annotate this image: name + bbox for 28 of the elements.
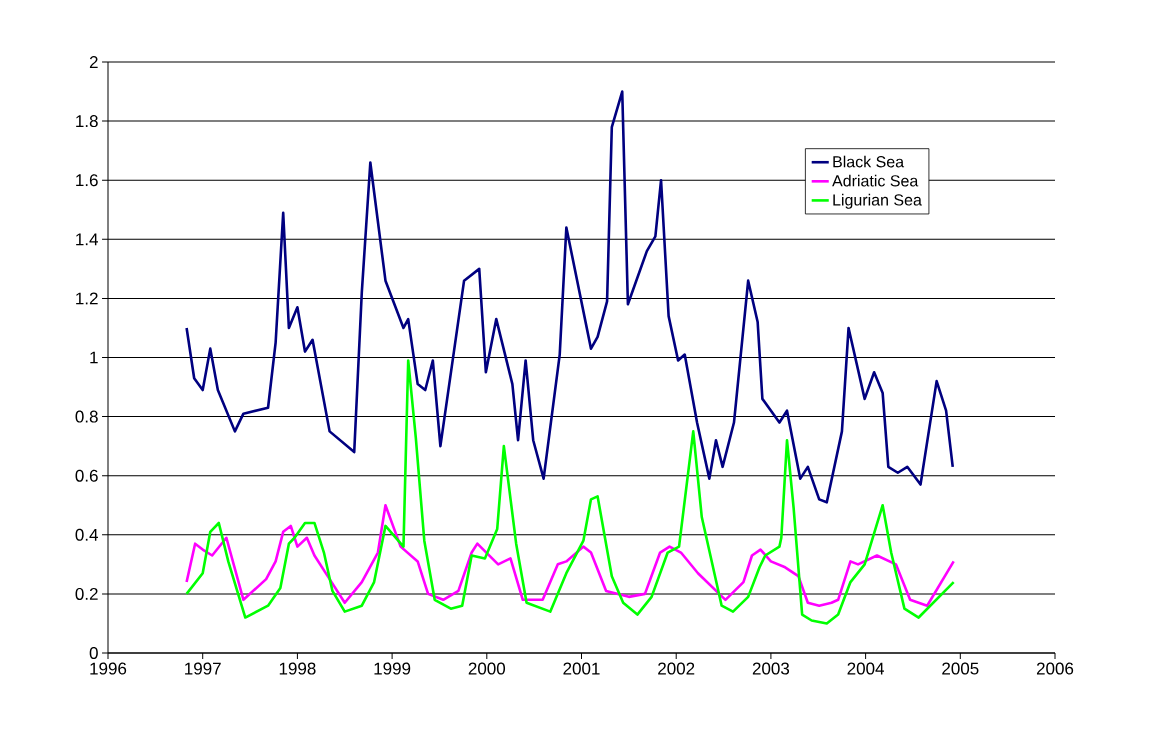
y-tick-label: 2 — [89, 56, 98, 68]
y-tick-label: 0.2 — [75, 587, 98, 600]
line-series — [185, 90, 955, 504]
x-tick-label: 1998 — [279, 662, 316, 675]
legend-label: Adriatic Sea — [832, 174, 919, 187]
y-tick-label: 1 — [90, 351, 98, 364]
y-tick-label: 1.6 — [76, 174, 98, 187]
x-tick-label: 2000 — [468, 662, 506, 675]
y-tick-label: 0.4 — [75, 528, 98, 541]
y-tick-label: 0 — [89, 646, 98, 660]
legend-label: Black Sea — [833, 155, 905, 168]
x-tick-label: 1997 — [185, 662, 221, 675]
x-tick-label: 2003 — [752, 662, 790, 675]
x-tick-label: 2005 — [942, 662, 979, 675]
x-tick-label: 2002 — [658, 662, 695, 675]
x-tick-label: 1996 — [90, 662, 127, 675]
x-tick-label: 1999 — [374, 662, 411, 675]
y-tick-label: 0.6 — [75, 469, 98, 482]
x-tick-label: 2004 — [847, 662, 885, 675]
legend-label: Ligurian Sea — [833, 193, 922, 209]
y-tick-label: 1.8 — [76, 115, 98, 128]
x-tick-label: 2006 — [1036, 662, 1074, 675]
y-tick-label: 0.8 — [75, 410, 98, 423]
x-tick-label: 2001 — [563, 662, 600, 675]
line-series — [185, 503, 955, 608]
y-tick-label: 1.2 — [76, 292, 98, 305]
line-series — [185, 359, 955, 625]
y-tick-label: 1.4 — [76, 233, 98, 246]
